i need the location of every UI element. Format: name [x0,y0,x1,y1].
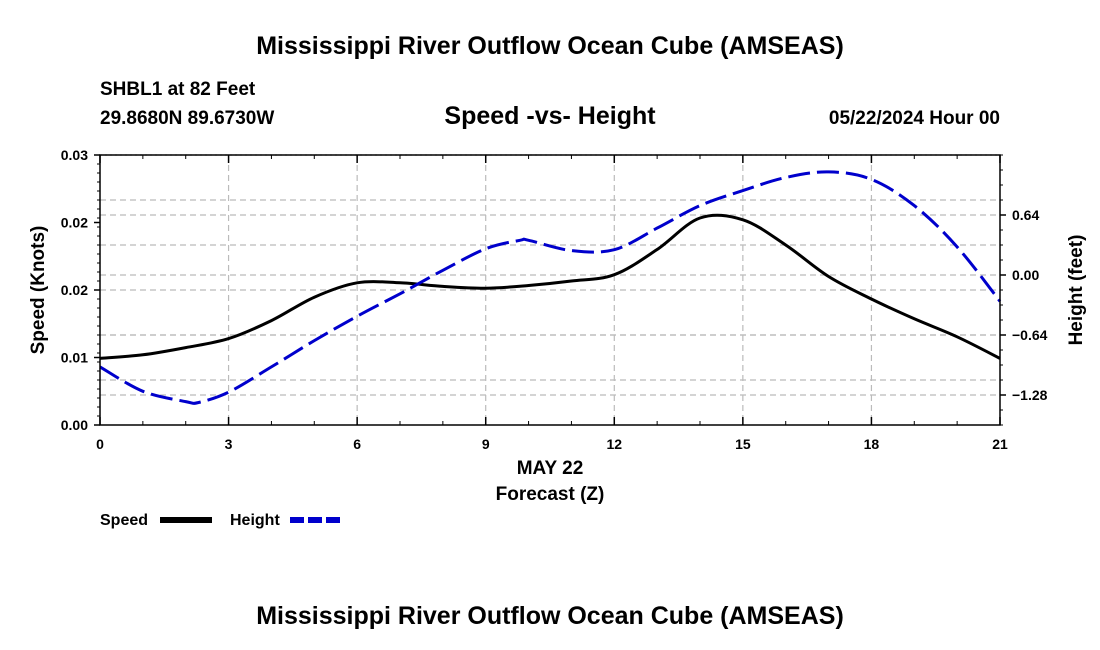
y2-tick-label: −0.64 [1012,327,1048,343]
series-layer [99,170,1002,405]
y-tick-label: 0.01 [61,350,88,366]
series-line-height [99,170,1002,405]
footer-title: Mississippi River Outflow Ocean Cube (AM… [256,602,844,630]
y-tick-label: 0.02 [61,282,88,298]
x-tick-label: 9 [482,436,490,452]
location-label: 29.8680N 89.6730W [100,108,274,129]
y2-tick-label: 0.64 [1012,207,1039,223]
x-tick-label: 21 [992,436,1008,452]
y2-axis-label: Height (feet) [1066,235,1087,346]
legend: Speed Height [100,512,342,529]
x-tick-label: 15 [735,436,751,452]
y-tick-label: 0.00 [61,417,88,433]
x-axis-label: Forecast (Z) [496,484,605,505]
grid [100,154,1000,425]
y2-tick-label: 0.00 [1012,267,1039,283]
chart-subtitle: Speed -vs- Height [444,102,656,130]
x-tick-label: 0 [96,436,104,452]
x-tick-label: 3 [225,436,233,452]
station-label: SHBL1 at 82 Feet [100,79,256,100]
x-tick-label: 18 [864,436,880,452]
y-tick-label: 0.02 [61,215,88,231]
series-line-speed [99,213,1001,360]
ticks: 0 3 6 9 12 15 18 21 0.00 0.01 0.02 0.02 0.03 −1.28 −0.… [61,147,1048,452]
legend-label-speed: Speed [100,512,148,529]
y-tick-label: 0.03 [61,147,88,163]
x-axis-date-label: MAY 22 [517,458,584,479]
chart-title: Mississippi River Outflow Ocean Cube (AM… [256,32,844,60]
datetime-label: 05/22/2024 Hour 00 [829,108,1000,129]
y-axis-label: Speed (Knots) [28,226,49,355]
x-tick-label: 12 [606,436,622,452]
legend-label-height: Height [230,512,280,529]
y2-tick-label: −1.28 [1012,387,1048,403]
x-tick-label: 6 [353,436,361,452]
